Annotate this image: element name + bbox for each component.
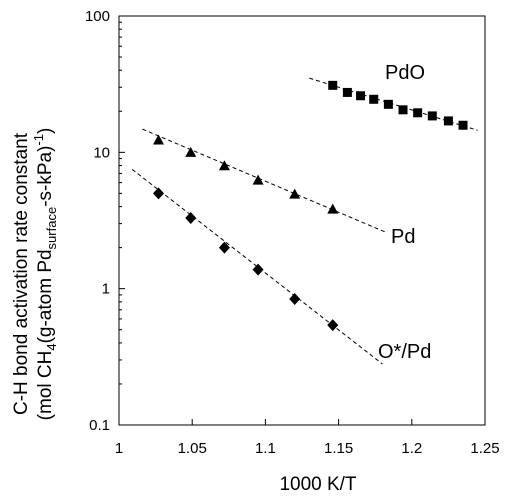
pd-point [327, 203, 339, 214]
pd-point [252, 174, 264, 185]
x-tick-label: 1 [115, 440, 123, 457]
y-title-prefix: (mol CH [35, 351, 56, 421]
o-pd-point [252, 263, 264, 276]
series-labels: PdO Pd O*/Pd [378, 62, 431, 363]
pdo-point [356, 91, 366, 101]
pd-point [185, 146, 197, 157]
pd-point [289, 188, 301, 199]
y-title-sub1: 4 [44, 343, 59, 350]
o-pd-point [185, 211, 197, 224]
pdo-point [427, 111, 437, 121]
x-tick-label: 1.15 [324, 440, 353, 457]
x-axis-title: 1000 K/T [279, 474, 356, 495]
pdo-point [458, 120, 468, 130]
y-title-sub2: surface [44, 207, 59, 250]
pdo-point [383, 99, 393, 109]
y-tick-label: 1 [102, 281, 110, 298]
o-pd-point [327, 319, 339, 332]
y-tick-label: 100 [85, 8, 110, 25]
pdo-series-label: PdO [385, 62, 425, 84]
pd-point [218, 160, 230, 171]
x-tick-label: 1.05 [178, 440, 207, 457]
o-pd-series-label: O*/Pd [378, 341, 431, 363]
x-tick-label: 1.1 [255, 440, 276, 457]
x-tick-label: 1.25 [470, 440, 499, 457]
data-markers [153, 80, 468, 332]
y-tick-label: 0.1 [89, 417, 110, 434]
plot-frame [118, 15, 486, 426]
pdo-point [443, 116, 453, 126]
o-pd-point [218, 241, 230, 254]
y-title-end: ) [35, 128, 56, 134]
y-title-suffix: -s-kPa) [35, 146, 56, 207]
o-pd-trend-line [131, 168, 383, 365]
y-axis-ticks: 0.1 1 10 100 [85, 8, 125, 434]
y-axis-title-line1: C-H bond activation rate constant [11, 132, 32, 415]
o-pd-point [153, 187, 165, 200]
plot-border [118, 15, 486, 426]
y-title-mid: (g-atom Pd [35, 249, 56, 343]
pdo-point [413, 108, 423, 118]
pdo-point [328, 80, 338, 90]
pdo-point [342, 87, 352, 97]
y-tick-label: 10 [93, 144, 110, 161]
x-tick-label: 1.2 [401, 440, 422, 457]
pd-point [153, 134, 165, 145]
pd-trend-line [142, 128, 386, 233]
pdo-trend-line [309, 77, 478, 131]
x-axis-ticks: 1 1.05 1.1 1.15 1.2 1.25 [115, 419, 500, 457]
pd-series-label: Pd [391, 226, 415, 248]
y-axis-title: C-H bond activation rate constant (mol C… [11, 128, 59, 421]
pdo-point [369, 94, 379, 104]
trend-lines [131, 77, 478, 365]
y-axis-title-line2: (mol CH4(g-atom Pdsurface-s-kPa)-1) [31, 128, 59, 421]
pdo-point [398, 105, 408, 115]
y-title-sup: -1 [31, 134, 46, 146]
o-pd-point [289, 292, 301, 305]
